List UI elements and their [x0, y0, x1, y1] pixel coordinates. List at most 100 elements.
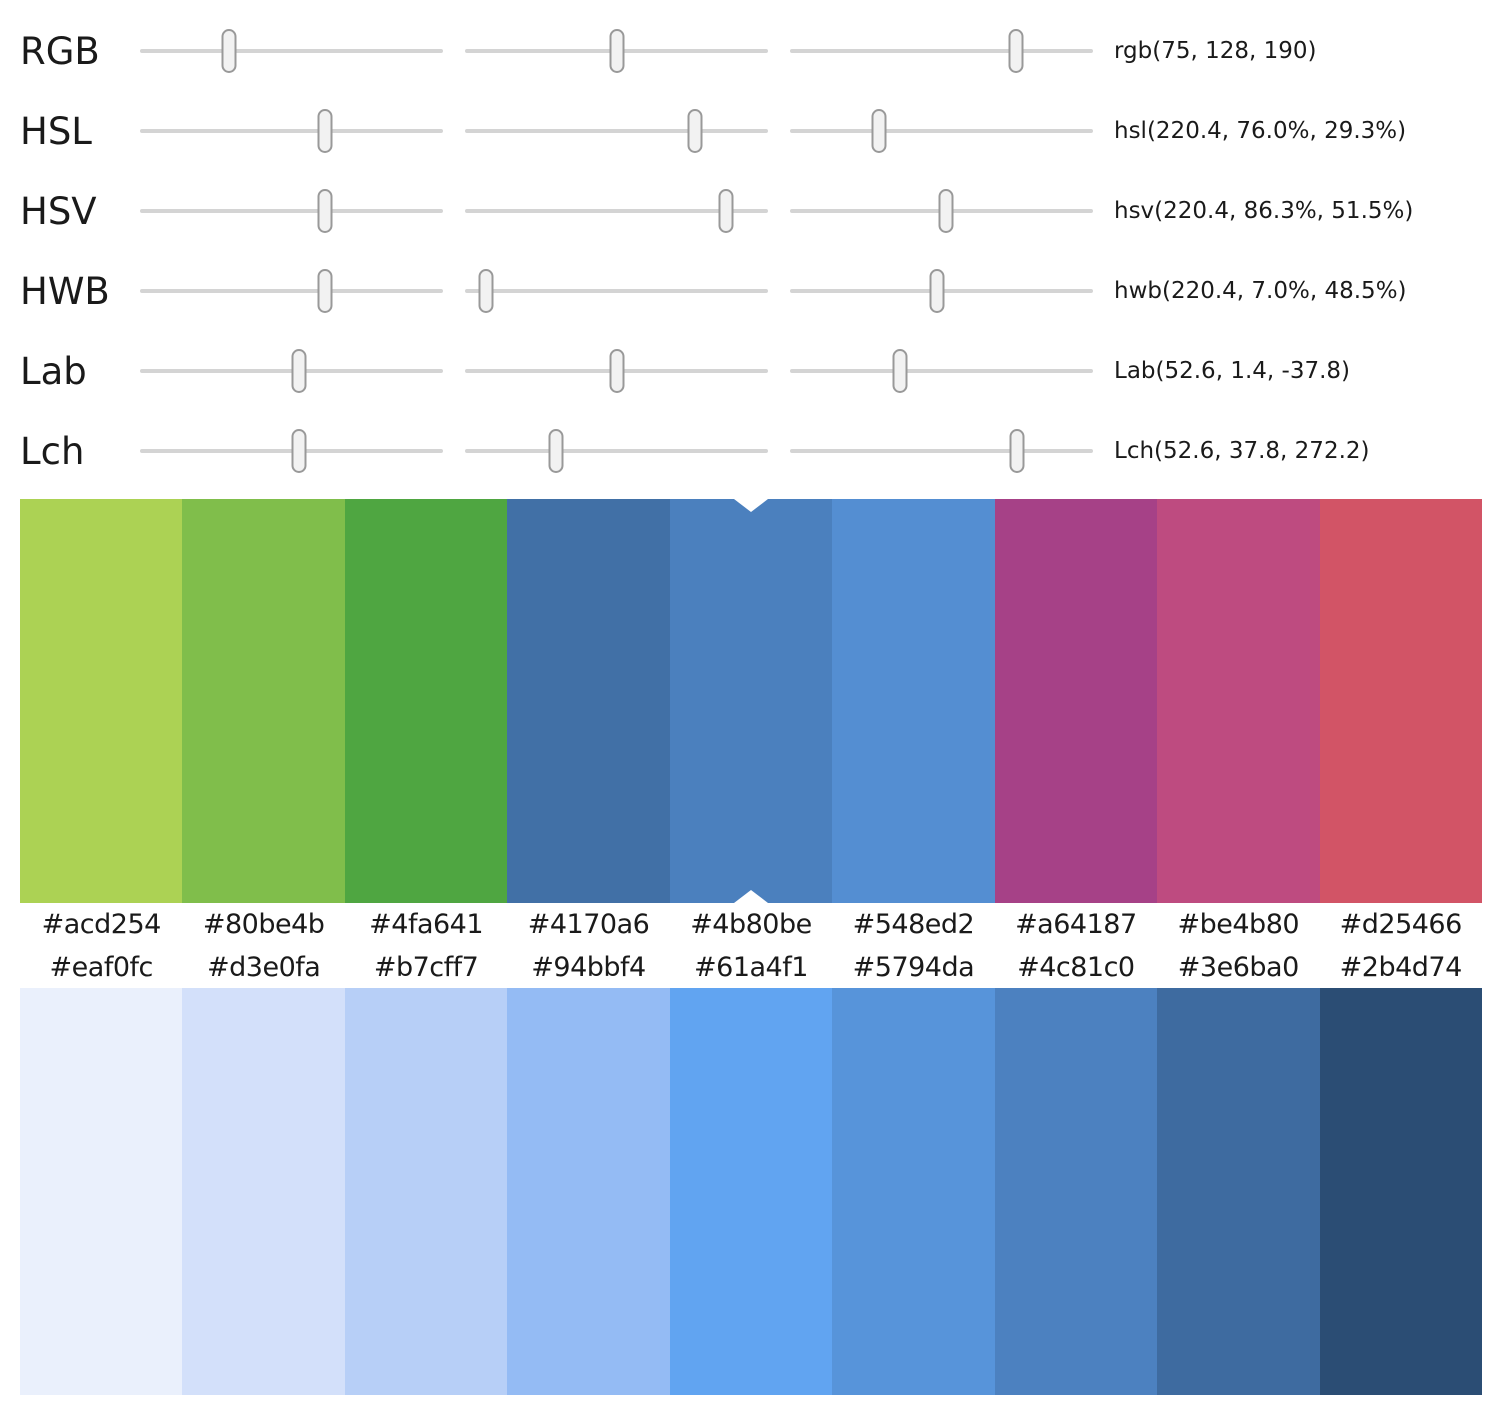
slider-thumb[interactable]	[609, 29, 625, 73]
slider-thumb[interactable]	[291, 429, 307, 473]
color-value-label: Lab(52.6, 1.4, -37.8)	[1114, 358, 1350, 384]
slider-thumb[interactable]	[317, 189, 333, 233]
slider-row-hwb: HWB hwb(220.4, 7.0%, 48.5%)	[0, 251, 1501, 331]
shade-hex-label: #4c81c0	[1017, 951, 1135, 983]
slider-tracks	[140, 189, 1093, 233]
palette-hex-label: #a64187	[1015, 909, 1137, 940]
colorspace-label: HSL	[20, 109, 92, 153]
slider-track[interactable]	[140, 269, 443, 313]
slider-track[interactable]	[140, 189, 443, 233]
palette-strip	[20, 499, 1482, 903]
shade-swatch[interactable]	[832, 988, 995, 1395]
palette-hex-label: #548ed2	[852, 909, 975, 940]
colorspace-label: Lch	[20, 429, 85, 473]
selection-notch-bottom	[733, 890, 768, 903]
slider-tracks	[140, 429, 1093, 473]
colorspace-label: HSV	[20, 189, 97, 233]
slider-tracks	[140, 269, 1093, 313]
slider-track[interactable]	[790, 189, 1093, 233]
slider-track[interactable]	[465, 29, 768, 73]
color-value-label: hsl(220.4, 76.0%, 29.3%)	[1114, 118, 1407, 144]
slider-track[interactable]	[790, 349, 1093, 393]
slider-thumb[interactable]	[609, 349, 624, 393]
slider-track[interactable]	[790, 429, 1093, 473]
shade-swatch[interactable]	[1157, 988, 1320, 1395]
colorspace-label: HWB	[20, 269, 110, 313]
slider-tracks	[140, 349, 1093, 393]
shade-swatch[interactable]	[507, 988, 670, 1395]
slider-track[interactable]	[790, 269, 1093, 313]
colorspace-label: Lab	[20, 349, 87, 393]
slider-track[interactable]	[140, 29, 443, 73]
shade-hex-label: #d3e0fa	[207, 951, 321, 983]
shade-hex-label: #3e6ba0	[1177, 951, 1299, 983]
slider-track[interactable]	[790, 29, 1093, 73]
slider-row-lch: Lch Lch(52.6, 37.8, 272.2)	[0, 411, 1501, 491]
color-value-label: Lch(52.6, 37.8, 272.2)	[1114, 438, 1370, 464]
slider-thumb[interactable]	[892, 349, 908, 393]
colorspace-label: RGB	[20, 29, 100, 73]
palette-swatch[interactable]	[832, 499, 995, 903]
shade-hex-label: #61a4f1	[694, 951, 808, 983]
slider-thumb[interactable]	[929, 269, 945, 313]
palette-swatch[interactable]	[344, 499, 508, 903]
slider-track[interactable]	[790, 109, 1093, 153]
slider-track[interactable]	[140, 429, 443, 473]
shade-hex-label: #5794da	[852, 951, 975, 983]
slider-thumb[interactable]	[718, 189, 734, 233]
shade-hex-label: #b7cff7	[373, 951, 479, 983]
slider-thumb[interactable]	[1009, 429, 1025, 473]
slider-track[interactable]	[465, 429, 768, 473]
slider-thumb[interactable]	[317, 109, 333, 153]
slider-section: RGB rgb(75, 128, 190) HSL	[0, 0, 1501, 491]
slider-thumb[interactable]	[687, 109, 703, 153]
palette-hex-label: #80be4b	[202, 909, 325, 940]
shade-swatch[interactable]	[182, 988, 345, 1395]
slider-thumb[interactable]	[1008, 29, 1024, 73]
slider-thumb[interactable]	[478, 269, 494, 313]
shade-hex-label: #94bbf4	[531, 951, 646, 983]
palette-swatch[interactable]	[994, 499, 1158, 903]
palette-hex-labels: #acd254 #80be4b #4fa641 #4170a6 #4b80be #548e…	[20, 903, 1482, 946]
slider-track[interactable]	[465, 109, 768, 153]
slider-thumb[interactable]	[938, 189, 954, 233]
shade-swatch[interactable]	[1319, 988, 1482, 1395]
palette-swatch[interactable]	[20, 499, 183, 903]
palette-hex-label: #acd254	[41, 909, 162, 940]
color-value-label: hwb(220.4, 7.0%, 48.5%)	[1114, 278, 1407, 304]
color-value-label: rgb(75, 128, 190)	[1114, 38, 1317, 64]
slider-track[interactable]	[465, 349, 768, 393]
shade-swatch[interactable]	[994, 988, 1158, 1395]
shade-hex-label: #eaf0fc	[49, 951, 154, 983]
palette-swatch[interactable]	[507, 499, 670, 903]
palette-hex-label: #4fa641	[369, 909, 484, 940]
slider-row-rgb: RGB rgb(75, 128, 190)	[0, 11, 1501, 91]
shade-swatch[interactable]	[20, 988, 183, 1395]
slider-row-hsl: HSL hsl(220.4, 76.0%, 29.3%)	[0, 91, 1501, 171]
palette-hex-label: #be4b80	[1177, 909, 1300, 940]
palette-hex-label: #4b80be	[690, 909, 812, 940]
slider-thumb[interactable]	[221, 29, 237, 73]
slider-thumb[interactable]	[317, 269, 333, 313]
palette-swatch[interactable]	[669, 499, 833, 903]
shade-hex-label: #2b4d74	[1339, 951, 1463, 983]
slider-thumb[interactable]	[871, 109, 887, 153]
slider-tracks	[140, 109, 1093, 153]
slider-tracks	[140, 29, 1093, 73]
slider-thumb[interactable]	[548, 429, 564, 473]
shade-swatch[interactable]	[344, 988, 508, 1395]
color-value-label: hsv(220.4, 86.3%, 51.5%)	[1114, 198, 1414, 224]
slider-track[interactable]	[140, 349, 443, 393]
palette-swatch[interactable]	[182, 499, 345, 903]
palette-swatch[interactable]	[1319, 499, 1482, 903]
slider-track[interactable]	[465, 269, 768, 313]
palette-hex-label: #4170a6	[527, 909, 650, 940]
shade-strip	[20, 988, 1482, 1395]
slider-track[interactable]	[465, 189, 768, 233]
slider-track[interactable]	[140, 109, 443, 153]
palette-swatch[interactable]	[1157, 499, 1320, 903]
shade-hex-labels: #eaf0fc #d3e0fa #b7cff7 #94bbf4 #61a4f1 #5794…	[20, 946, 1482, 988]
slider-thumb[interactable]	[291, 349, 307, 393]
shade-swatch[interactable]	[669, 988, 833, 1395]
